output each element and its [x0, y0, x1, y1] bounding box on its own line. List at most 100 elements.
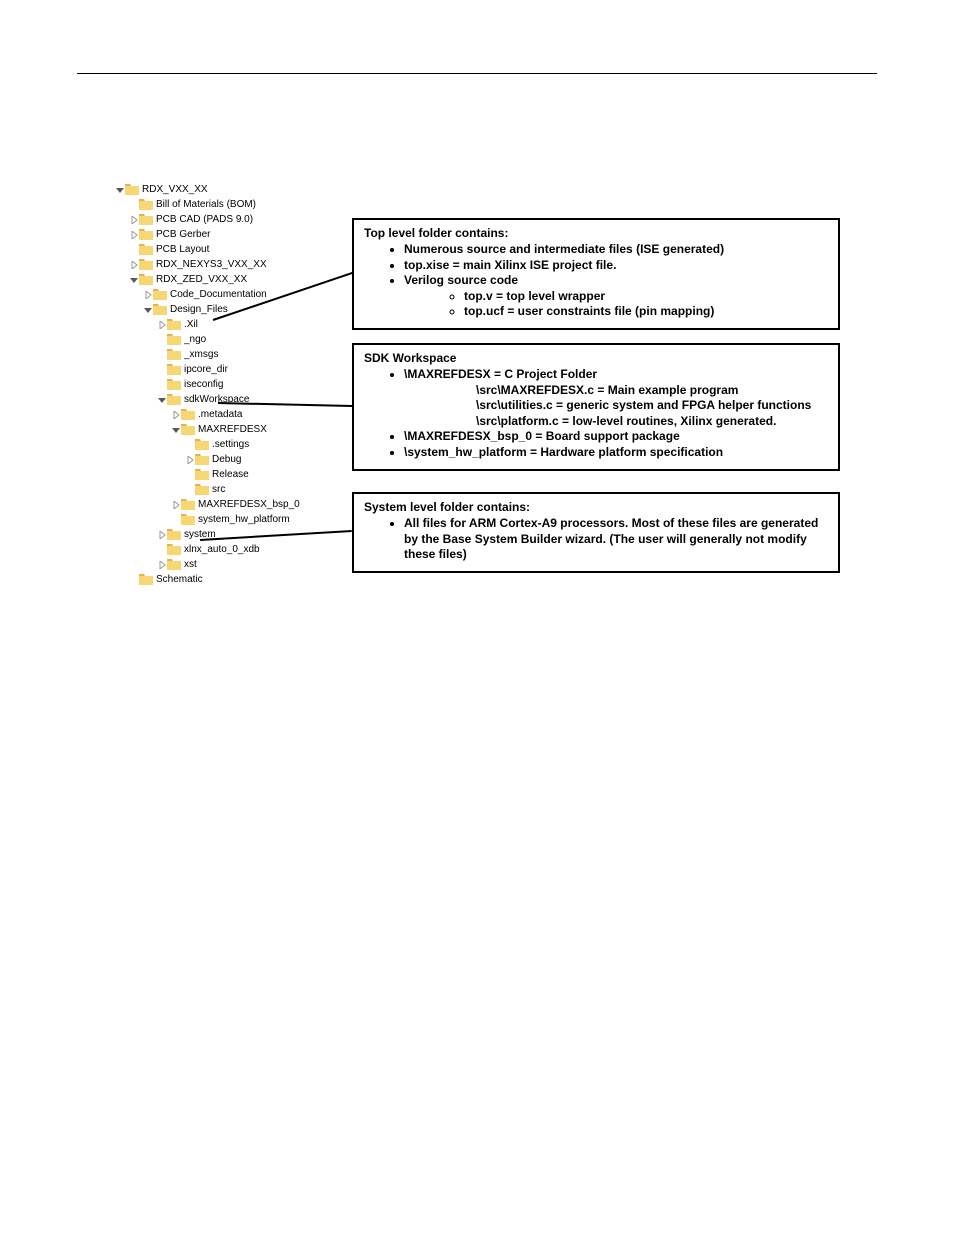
callout-sub-line: \src\platform.c = low-level routines, Xi… — [364, 414, 828, 430]
tree-row[interactable]: .Xil — [115, 317, 335, 332]
callout-list: Numerous source and intermediate files (… — [364, 242, 828, 320]
tree-row[interactable]: Release — [115, 467, 335, 482]
callout-list: \MAXREFDESX_bsp_0 = Board support packag… — [364, 429, 828, 460]
tree-row[interactable]: MAXREFDESX — [115, 422, 335, 437]
folder-icon — [153, 289, 167, 301]
expander-closed-icon[interactable] — [171, 501, 181, 509]
folder-icon — [167, 394, 181, 406]
callout-system-level: System level folder contains: All files f… — [352, 492, 840, 573]
tree-row[interactable]: .settings — [115, 437, 335, 452]
tree-row[interactable]: PCB CAD (PADS 9.0) — [115, 212, 335, 227]
tree-row[interactable]: xlnx_auto_0_xdb — [115, 542, 335, 557]
callout-sub-line: \src\utilities.c = generic system and FP… — [364, 398, 828, 414]
callout-list: All files for ARM Cortex-A9 processors. … — [364, 516, 828, 563]
callout-bullet: Numerous source and intermediate files (… — [404, 242, 828, 258]
tree-row[interactable]: _ngo — [115, 332, 335, 347]
folder-icon — [167, 529, 181, 541]
expander-closed-icon[interactable] — [157, 321, 167, 329]
folder-icon — [195, 469, 209, 481]
expander-closed-icon[interactable] — [129, 216, 139, 224]
folder-icon — [167, 364, 181, 376]
tree-item-label: .settings — [212, 439, 249, 450]
tree-row[interactable]: Schematic — [115, 572, 335, 587]
expander-open-icon[interactable] — [143, 306, 153, 314]
tree-row[interactable]: xst — [115, 557, 335, 572]
folder-tree: RDX_VXX_XX Bill of Materials (BOM) PCB CAD… — [115, 182, 335, 587]
folder-icon — [125, 184, 139, 196]
tree-row[interactable]: system_hw_platform — [115, 512, 335, 527]
expander-open-icon[interactable] — [157, 396, 167, 404]
tree-row[interactable]: iseconfig — [115, 377, 335, 392]
tree-item-label: RDX_NEXYS3_VXX_XX — [156, 259, 267, 270]
callout-list: \MAXREFDESX = C Project Folder — [364, 367, 828, 383]
expander-open-icon[interactable] — [171, 426, 181, 434]
tree-row[interactable]: PCB Layout — [115, 242, 335, 257]
tree-item-label: MAXREFDESX_bsp_0 — [198, 499, 300, 510]
tree-row[interactable]: MAXREFDESX_bsp_0 — [115, 497, 335, 512]
callout-sublist: top.v = top level wrappertop.ucf = user … — [404, 289, 828, 320]
folder-icon — [167, 559, 181, 571]
tree-row[interactable]: RDX_NEXYS3_VXX_XX — [115, 257, 335, 272]
tree-item-label: system_hw_platform — [198, 514, 290, 525]
callout-title: Top level folder contains: — [364, 226, 828, 240]
tree-row[interactable]: RDX_ZED_VXX_XX — [115, 272, 335, 287]
tree-item-label: Schematic — [156, 574, 203, 585]
folder-icon — [139, 199, 153, 211]
tree-row[interactable]: Debug — [115, 452, 335, 467]
expander-closed-icon[interactable] — [171, 411, 181, 419]
expander-closed-icon[interactable] — [143, 291, 153, 299]
folder-icon — [181, 499, 195, 511]
callout-title: System level folder contains: — [364, 500, 828, 514]
folder-icon — [139, 574, 153, 586]
folder-icon — [195, 439, 209, 451]
expander-closed-icon[interactable] — [157, 561, 167, 569]
folder-icon — [139, 274, 153, 286]
callout-bullet: \system_hw_platform = Hardware platform … — [404, 445, 828, 461]
tree-item-label: _ngo — [184, 334, 206, 345]
callout-bullet: Verilog source codetop.v = top level wra… — [404, 273, 828, 320]
tree-row[interactable]: Bill of Materials (BOM) — [115, 197, 335, 212]
folder-icon — [153, 304, 167, 316]
expander-closed-icon[interactable] — [129, 231, 139, 239]
folder-icon — [167, 349, 181, 361]
expander-open-icon[interactable] — [115, 186, 125, 194]
callout-title: SDK Workspace — [364, 351, 828, 365]
callout-bullet: \MAXREFDESX = C Project Folder — [404, 367, 828, 383]
folder-icon — [181, 424, 195, 436]
folder-icon — [181, 514, 195, 526]
tree-row[interactable]: _xmsgs — [115, 347, 335, 362]
tree-item-label: .Xil — [184, 319, 198, 330]
tree-item-label: RDX_ZED_VXX_XX — [156, 274, 247, 285]
tree-row[interactable]: PCB Gerber — [115, 227, 335, 242]
tree-row[interactable]: RDX_VXX_XX — [115, 182, 335, 197]
callout-bullet: top.xise = main Xilinx ISE project file. — [404, 258, 828, 274]
expander-closed-icon[interactable] — [157, 531, 167, 539]
tree-item-label: Bill of Materials (BOM) — [156, 199, 256, 210]
folder-icon — [139, 259, 153, 271]
tree-row[interactable]: src — [115, 482, 335, 497]
expander-open-icon[interactable] — [129, 276, 139, 284]
tree-item-label: PCB Gerber — [156, 229, 210, 240]
callout-sub-bullet: top.v = top level wrapper — [464, 289, 828, 305]
tree-item-label: _xmsgs — [184, 349, 218, 360]
folder-icon — [167, 379, 181, 391]
callout-bullet: \MAXREFDESX_bsp_0 = Board support packag… — [404, 429, 828, 445]
tree-item-label: Design_Files — [170, 304, 228, 315]
folder-icon — [139, 229, 153, 241]
tree-item-label: PCB Layout — [156, 244, 209, 255]
callout-sdk-workspace: SDK Workspace \MAXREFDESX = C Project Fol… — [352, 343, 840, 471]
tree-item-label: Debug — [212, 454, 241, 465]
callout-bullet: All files for ARM Cortex-A9 processors. … — [404, 516, 828, 563]
callout-sub-line: \src\MAXREFDESX.c = Main example program — [364, 383, 828, 399]
folder-icon — [139, 244, 153, 256]
tree-item-label: src — [212, 484, 225, 495]
folder-icon — [167, 334, 181, 346]
tree-row[interactable]: ipcore_dir — [115, 362, 335, 377]
folder-icon — [167, 319, 181, 331]
expander-closed-icon[interactable] — [129, 261, 139, 269]
tree-item-label: Release — [212, 469, 249, 480]
expander-closed-icon[interactable] — [185, 456, 195, 464]
folder-icon — [181, 409, 195, 421]
tree-row[interactable]: .metadata — [115, 407, 335, 422]
page-divider — [77, 73, 877, 74]
